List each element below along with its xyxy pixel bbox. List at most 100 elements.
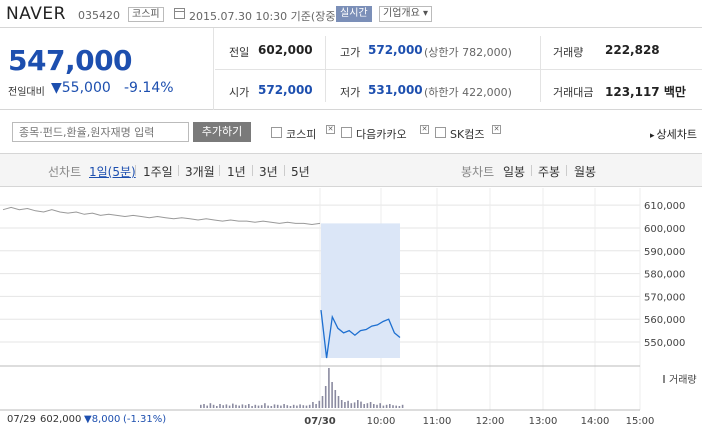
remove-daumkakao-icon[interactable]: ✕ xyxy=(420,125,429,134)
volume-bar xyxy=(225,404,228,408)
volume-bar xyxy=(357,400,359,408)
tab-daily-candle[interactable]: 일봉 xyxy=(503,165,526,179)
volume-bar xyxy=(244,405,247,408)
volume-bar xyxy=(257,405,260,408)
tab-1week[interactable]: 1주일 xyxy=(143,165,173,179)
volume-bar xyxy=(238,405,240,408)
summary-row-divider xyxy=(215,69,702,70)
tab-3month[interactable]: 3개월 xyxy=(185,165,215,179)
tab-1day[interactable]: 1일(5분) xyxy=(89,165,136,179)
price-summary: 547,000 전일대비 ▼55,000 -9.14% 전일 602,000 고… xyxy=(0,28,702,110)
volume-bar xyxy=(389,404,391,408)
volume-bar xyxy=(219,404,221,408)
y-tick-label: 570,000 xyxy=(644,292,685,303)
open-label: 시가 xyxy=(229,86,250,99)
remove-skcomms-icon[interactable]: ✕ xyxy=(492,125,501,134)
volume-bar xyxy=(312,402,314,408)
today-session-band xyxy=(321,223,400,358)
x-tick-label: 10:00 xyxy=(367,416,396,427)
tab-separator xyxy=(219,165,220,176)
volume-bar xyxy=(398,406,401,408)
volume-bar xyxy=(264,403,266,408)
y-axis-ticks: 610,000 600,000 590,000 580,000 570,000 560,0… xyxy=(644,201,685,349)
volume-bar xyxy=(235,404,237,408)
volume-bar xyxy=(222,405,224,408)
tab-monthly-candle[interactable]: 월봉 xyxy=(574,165,597,179)
y-tick-label: 560,000 xyxy=(644,315,685,326)
tab-3year[interactable]: 3년 xyxy=(259,165,278,179)
chart-grid xyxy=(0,188,641,410)
lower-limit: (하한가 422,000) xyxy=(424,86,512,99)
footer-prev-change: ▼8,000 xyxy=(84,414,120,425)
volume-legend-label: 거래량 xyxy=(669,374,697,386)
today-price-line xyxy=(320,310,401,359)
volume-bar xyxy=(395,405,397,408)
realtime-button[interactable]: 실시간 xyxy=(336,6,372,22)
tab-1year[interactable]: 1년 xyxy=(227,165,246,179)
compare-checkbox-skcomms[interactable] xyxy=(435,127,446,138)
compare-checkbox-kospi[interactable] xyxy=(271,127,282,138)
footer-prev-price: 602,000 xyxy=(40,414,81,425)
low-label: 저가 xyxy=(340,86,361,99)
candle-chart-caption: 봉차트 xyxy=(461,165,495,179)
chart-period-tabs: 선차트 1일(5분) 1주일 3개월 1년 3년 5년 봉차트 일봉 주봉 월봉 xyxy=(0,154,702,187)
company-overview-dropdown[interactable]: 기업개요 ▾ xyxy=(379,6,432,22)
volume-bar xyxy=(373,404,375,408)
remove-kospi-icon[interactable]: ✕ xyxy=(326,125,335,134)
volume-bar xyxy=(385,404,388,408)
volume-bar xyxy=(328,368,330,408)
y-tick-label: 610,000 xyxy=(644,201,685,212)
volume-bar xyxy=(232,403,234,408)
volume-bar xyxy=(248,404,250,408)
stock-name: NAVER xyxy=(6,4,66,24)
upper-limit: (상한가 782,000) xyxy=(424,46,512,59)
volume-bar xyxy=(379,403,381,408)
tab-weekly-candle[interactable]: 주봉 xyxy=(538,165,561,179)
footer-prev-pct: (-1.31%) xyxy=(123,414,166,425)
y-tick-label: 590,000 xyxy=(644,247,685,258)
volume-bar xyxy=(347,400,349,408)
volume-bar xyxy=(302,405,305,408)
stock-code: 035420 xyxy=(78,9,120,22)
tab-separator xyxy=(566,165,567,176)
current-price: 547,000 xyxy=(8,44,133,77)
tab-5year[interactable]: 5년 xyxy=(291,165,310,179)
x-tick-label: 07/30 xyxy=(304,416,336,427)
x-tick-label: 12:00 xyxy=(476,416,505,427)
summary-divider xyxy=(213,28,214,110)
volume-bar xyxy=(350,403,353,408)
volume-bar xyxy=(254,404,257,408)
volume-bar xyxy=(337,396,340,408)
add-button[interactable]: 추가하기 xyxy=(193,122,251,142)
volume-bar xyxy=(283,404,285,408)
stock-search-input[interactable] xyxy=(12,122,189,142)
open-value: 572,000 xyxy=(258,83,313,97)
volume-bar xyxy=(324,386,327,408)
low-value: 531,000 xyxy=(368,83,423,97)
tab-separator xyxy=(284,165,285,176)
volume-bar xyxy=(299,404,301,408)
change-percent: -9.14% xyxy=(124,80,174,96)
volume-bar xyxy=(363,404,365,408)
compare-label-kospi: 코스피 xyxy=(286,128,317,141)
detail-chart-link[interactable]: 상세차트 xyxy=(650,126,697,142)
compare-label-skcomms: SK컴즈 xyxy=(450,128,485,141)
change-label: 전일대비 xyxy=(8,87,45,98)
tab-separator xyxy=(252,165,253,176)
volume-bar xyxy=(360,401,362,408)
volume-bar xyxy=(331,382,333,408)
volume-bar xyxy=(369,402,372,408)
x-tick-label: 14:00 xyxy=(581,416,610,427)
footer-prev-date: 07/29 xyxy=(7,414,36,425)
volume-bar xyxy=(280,405,282,408)
volume-bar xyxy=(212,404,215,408)
volume-bar xyxy=(318,400,321,408)
y-tick-label: 600,000 xyxy=(644,224,685,235)
volume-bar xyxy=(216,406,218,408)
volume-bar xyxy=(241,404,244,408)
volume-bars xyxy=(200,368,404,408)
calendar-icon xyxy=(174,8,185,19)
volume-bar xyxy=(251,406,253,408)
compare-checkbox-daumkakao[interactable] xyxy=(341,127,352,138)
intraday-price-chart: 610,000 600,000 590,000 580,000 570,000 560,0… xyxy=(0,188,697,427)
